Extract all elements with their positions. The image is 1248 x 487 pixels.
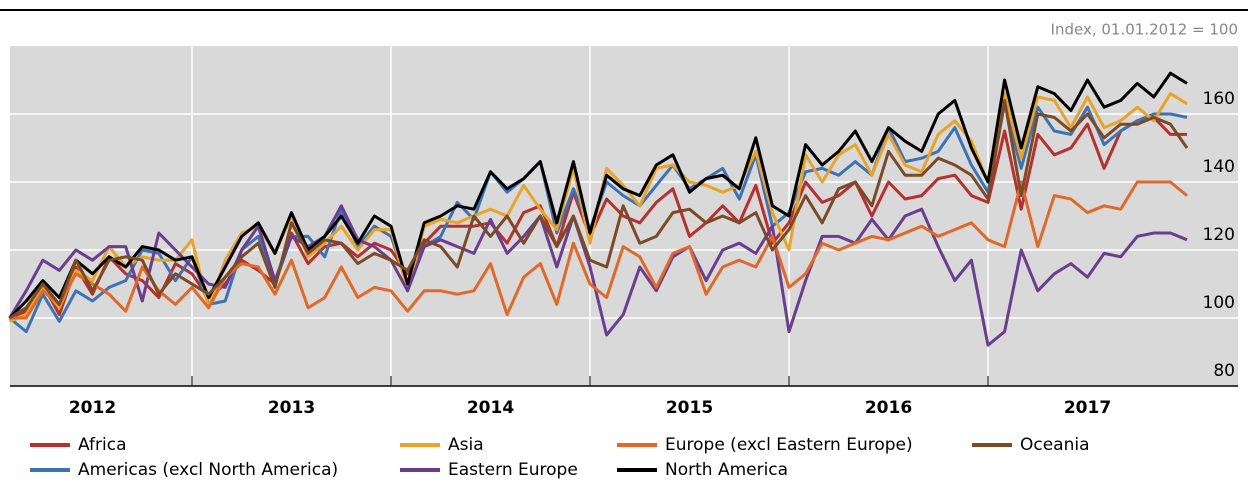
series-line xyxy=(9,180,1188,320)
x-tick-label: 2015 xyxy=(666,398,713,418)
x-tick-label: 2012 xyxy=(69,398,116,418)
x-tick-label: 2016 xyxy=(865,398,912,418)
unit-label: Index, 01.01.2012 = 100 xyxy=(1051,21,1238,39)
y-tick-label: 100 xyxy=(1203,293,1235,313)
legend-label: Americas (excl North America) xyxy=(78,460,338,480)
x-tick-label: 2017 xyxy=(1064,398,1111,418)
series-line xyxy=(8,204,1188,347)
y-tick-label: 140 xyxy=(1203,157,1235,177)
y-tick-label: 120 xyxy=(1203,225,1235,245)
legend-label: Oceania xyxy=(1020,435,1090,455)
legend-label: Eastern Europe xyxy=(448,460,578,480)
x-tick-label: 2014 xyxy=(467,398,514,418)
legend-label: Africa xyxy=(78,435,127,455)
legend-label: Asia xyxy=(448,435,484,455)
legend-label: Europe (excl Eastern Europe) xyxy=(665,435,913,455)
legend-label: North America xyxy=(665,460,788,480)
y-tick-label: 160 xyxy=(1203,89,1235,109)
series-line xyxy=(8,98,1189,320)
y-tick-label: 80 xyxy=(1213,361,1235,381)
x-tick-label: 2013 xyxy=(268,398,315,418)
